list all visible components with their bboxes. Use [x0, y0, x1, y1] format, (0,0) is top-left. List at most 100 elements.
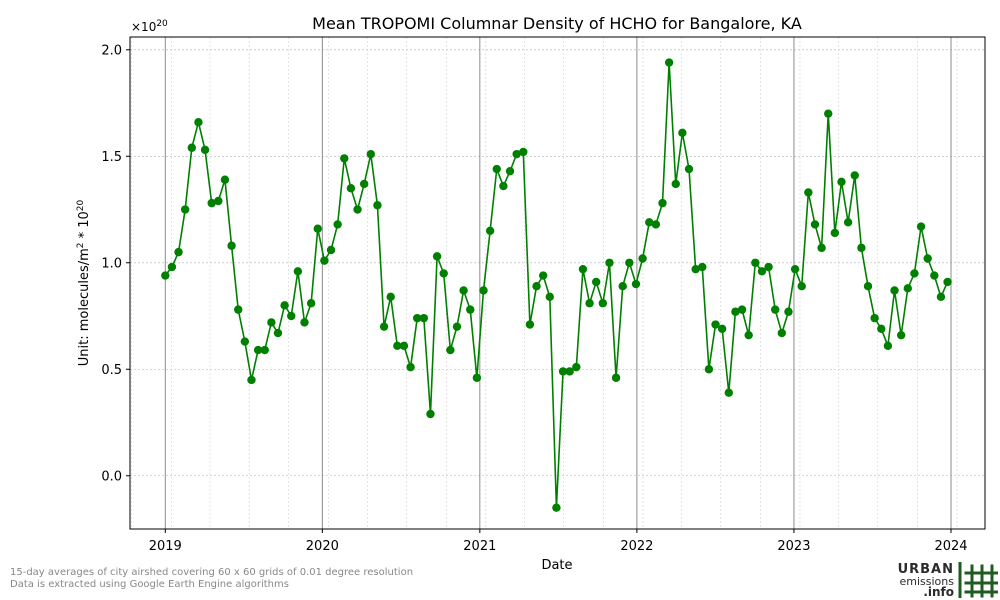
data-point [472, 373, 482, 382]
data-point [373, 201, 382, 210]
data-point [220, 175, 230, 184]
data-point [247, 375, 256, 385]
data-point [638, 254, 647, 263]
data-point [890, 286, 899, 295]
data-point [466, 305, 475, 314]
data-point [717, 324, 727, 333]
data-point [379, 322, 389, 331]
hash-grid-icon [958, 562, 998, 598]
y-axis-offset-label: ×1020 [131, 19, 168, 34]
data-point [605, 258, 614, 267]
data-point [857, 243, 866, 253]
data-point [724, 388, 733, 397]
data-point [830, 228, 840, 238]
data-point [883, 341, 893, 351]
y-axis-label: Unit: molecules/m2 * 1020 [76, 199, 92, 366]
data-point [306, 299, 316, 308]
data-point [280, 301, 289, 310]
data-point [631, 279, 641, 289]
chart-title: Mean TROPOMI Columnar Density of HCHO fo… [312, 14, 802, 33]
y-tick-label: 1.0 [101, 256, 122, 271]
data-point [207, 198, 216, 208]
logo-text-info: .info [923, 585, 954, 599]
data-point [293, 267, 303, 276]
data-point [810, 220, 820, 229]
data-point [592, 277, 601, 287]
x-tick-label: 2019 [149, 539, 182, 554]
data-point [452, 322, 462, 331]
data-point [877, 324, 886, 333]
x-tick-label: 2024 [934, 539, 967, 554]
series-line [164, 61, 949, 509]
data-point [598, 299, 608, 308]
data-point [611, 373, 621, 382]
data-point [943, 277, 952, 287]
data-point [578, 264, 588, 274]
data-point [214, 196, 223, 206]
y-tick-label: 2.0 [101, 43, 122, 58]
data-point [313, 224, 322, 233]
data-point [234, 305, 243, 314]
data-point [273, 328, 283, 338]
data-point [439, 269, 448, 278]
data-point [618, 281, 627, 291]
y-tick-label: 0.0 [101, 469, 122, 484]
data-point [300, 318, 309, 327]
data-point [824, 109, 833, 118]
data-point [538, 271, 548, 280]
data-point [565, 367, 574, 376]
data-point [240, 337, 250, 346]
data-point [525, 320, 535, 329]
data-point [260, 345, 269, 355]
urban-emissions-logo: URBAN emissions .info [897, 562, 998, 599]
data-point [505, 166, 515, 176]
data-point [777, 328, 787, 338]
data-point [704, 365, 714, 374]
data-point [227, 241, 236, 250]
data-point [804, 188, 813, 197]
data-point [446, 345, 455, 355]
data-point [771, 305, 780, 314]
data-point [903, 284, 912, 293]
data-point [930, 271, 939, 280]
data-point [353, 205, 362, 214]
x-axis-label: Date [541, 558, 572, 573]
data-point [572, 362, 581, 372]
data-point [346, 184, 356, 193]
y-tick-label: 0.5 [101, 363, 122, 378]
data-point [194, 117, 203, 127]
data-point [837, 177, 846, 187]
data-point [863, 281, 873, 291]
data-point [187, 143, 196, 152]
data-point [333, 220, 342, 229]
data-point [340, 154, 349, 163]
data-point [200, 145, 210, 155]
data-point [552, 503, 561, 512]
data-point [658, 198, 667, 208]
data-point [664, 58, 674, 67]
data-point [757, 267, 767, 276]
x-tick-label: 2022 [620, 539, 653, 554]
data-point [180, 205, 190, 214]
y-axis-ticks: 0.0 0.5 1.0 1.5 2.0 [101, 43, 130, 484]
data-point [671, 179, 680, 189]
data-point [737, 305, 747, 314]
hcho-series [161, 58, 952, 512]
x-axis-ticks: 2019 2020 2021 2022 2023 2024 [149, 529, 968, 554]
data-point [585, 299, 594, 308]
data-point [896, 330, 906, 340]
data-point [784, 307, 793, 316]
data-point [731, 307, 740, 316]
data-point [797, 281, 806, 291]
logo-text-urban: URBAN [897, 562, 954, 577]
data-point [936, 292, 946, 302]
data-point [843, 218, 853, 227]
data-point [558, 367, 568, 376]
data-point [923, 254, 932, 263]
data-point [366, 149, 375, 159]
data-point [764, 262, 773, 272]
grid [130, 37, 985, 529]
data-point [287, 311, 296, 321]
data-point [320, 256, 329, 265]
